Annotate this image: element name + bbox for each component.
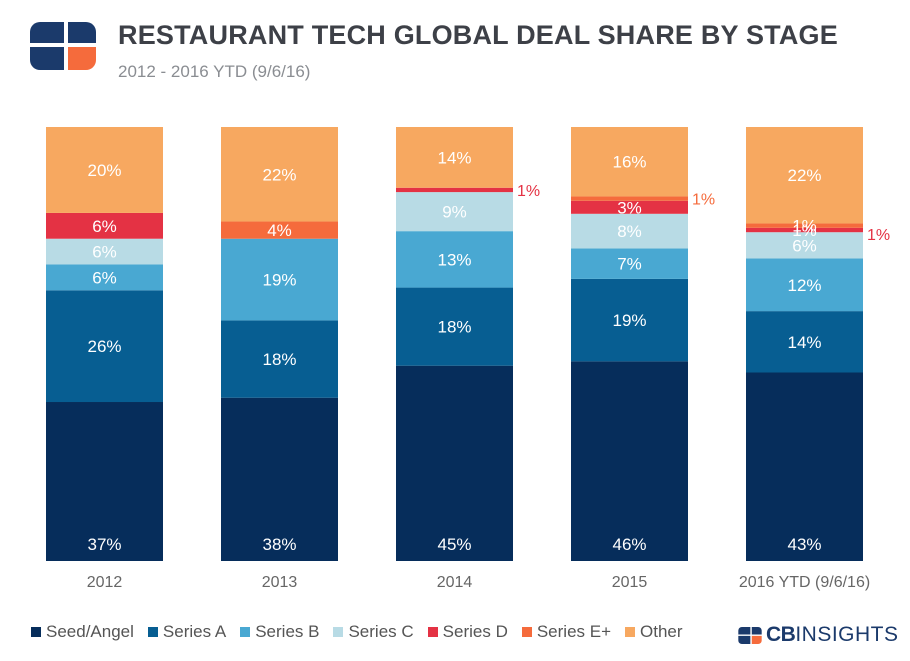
bar-series-c-2015 <box>571 213 688 249</box>
brand-text-bold: CB <box>766 623 796 646</box>
bar-series-d-2014 <box>396 187 513 193</box>
chart-legend: Seed/Angel Series A Series B Series C Series… <box>31 622 683 642</box>
legend-label: Series A <box>162 622 227 641</box>
legend-label: Series C <box>348 622 414 641</box>
x-tick-label: 2015 <box>612 574 648 591</box>
data-label-seed-angel: 37% <box>87 535 121 554</box>
bar-series-c-2014 <box>396 192 513 232</box>
page-subtitle: 2012 - 2016 YTD (9/6/16) <box>118 62 311 81</box>
bar-series-a-2014 <box>396 287 513 366</box>
bar-series-b-2012 <box>46 264 163 291</box>
x-tick-label: 2016 YTD (9/6/16) <box>739 574 870 591</box>
x-tick-label: 2012 <box>87 574 123 591</box>
legend-item-seed-angel: Seed/Angel <box>31 622 134 642</box>
data-label-series-d: 1% <box>517 183 540 200</box>
legend-item-series-c: Series C <box>333 622 414 642</box>
data-label-series-a: 18% <box>437 318 471 337</box>
legend-label: Other <box>640 622 683 641</box>
cb-insights-logo-icon <box>30 22 96 70</box>
data-label-series-d: 3% <box>617 198 642 217</box>
data-label-series-a: 26% <box>87 337 121 356</box>
data-label-other: 22% <box>787 166 821 185</box>
data-label-seed-angel: 38% <box>262 535 296 554</box>
data-label-series-a: 14% <box>787 333 821 352</box>
legend-label: Series E+ <box>536 622 612 641</box>
bar-series-a-2015 <box>571 278 688 362</box>
bar-series-a-2013 <box>221 320 338 398</box>
legend-swatch <box>147 627 158 637</box>
bar-series-b-2016-ytd-9-6-16 <box>746 258 863 312</box>
data-label-series-c: 8% <box>617 222 642 241</box>
data-label-series-b: 19% <box>262 271 296 290</box>
legend-label: Series D <box>442 622 508 641</box>
bar-seed-angel-2016-ytd-9-6-16 <box>746 372 863 561</box>
legend-swatch <box>521 627 532 637</box>
data-label-seed-angel: 43% <box>787 535 821 554</box>
legend-item-series-b: Series B <box>240 622 319 642</box>
data-label-other: 20% <box>87 161 121 180</box>
brand-text-rest: INSIGHTS <box>795 623 899 646</box>
data-label-series-e: 1% <box>792 217 817 236</box>
bar-series-a-2016-ytd-9-6-16 <box>746 311 863 373</box>
data-label-series-b: 6% <box>92 268 117 287</box>
bar-seed-angel-2014 <box>396 365 513 561</box>
bar-series-d-2015 <box>571 200 688 214</box>
legend-item-series-e: Series E+ <box>521 622 612 642</box>
bar-other-2015 <box>571 127 688 197</box>
bar-other-2016-ytd-9-6-16 <box>746 127 863 224</box>
stacked-bar-chart: 2012 2013 2014 2015 2016 YTD (9/6/16) 37% 26% 6… <box>46 127 890 591</box>
data-label-series-b: 13% <box>437 250 471 269</box>
data-label-extra: 1% <box>867 227 890 244</box>
bar-series-b-2013 <box>221 238 338 321</box>
bar-series-e-2015 <box>571 196 688 201</box>
data-label-seed-angel: 46% <box>612 535 646 554</box>
data-label-other: 14% <box>437 148 471 167</box>
bar-other-2014 <box>396 127 513 188</box>
data-label-series-d: 6% <box>92 217 117 236</box>
legend-item-other: Other <box>625 622 683 642</box>
bar-other-2013 <box>221 127 338 222</box>
legend-item-series-a: Series A <box>147 622 227 642</box>
bar-series-c-2016-ytd-9-6-16 <box>746 232 863 259</box>
brand-logo: CBINSIGHTS <box>738 623 899 647</box>
x-tick-label: 2014 <box>437 574 473 591</box>
bar-seed-angel-2013 <box>221 397 338 561</box>
bar-series-e-2016-ytd-9-6-16 <box>746 223 863 228</box>
bar-series-b-2014 <box>396 231 513 288</box>
legend-swatch <box>427 627 438 637</box>
data-label-series-e: 4% <box>267 221 292 240</box>
page-title: RESTAURANT TECH GLOBAL DEAL SHARE BY STA… <box>118 20 838 50</box>
data-label-series-b: 7% <box>617 255 642 274</box>
data-label-series-c: 6% <box>92 243 117 262</box>
data-label-series-a: 18% <box>262 350 296 369</box>
data-label-series-d: 1% <box>792 221 817 240</box>
bar-series-a-2012 <box>46 290 163 403</box>
data-label-series-b: 12% <box>787 276 821 295</box>
legend-label: Series B <box>255 622 320 641</box>
bar-other-2012 <box>46 127 163 213</box>
legend-swatch <box>333 627 344 637</box>
data-label-series-a: 19% <box>612 311 646 330</box>
legend-label: Seed/Angel <box>46 622 134 641</box>
data-label-series-c: 6% <box>792 236 817 255</box>
data-label-other: 16% <box>612 153 646 172</box>
legend-item-series-d: Series D <box>427 622 508 642</box>
bar-seed-angel-2015 <box>571 361 688 561</box>
data-label-other: 22% <box>262 165 296 184</box>
bar-seed-angel-2012 <box>46 402 163 561</box>
cb-insights-mark-icon <box>738 626 762 644</box>
bar-series-e-2013 <box>221 221 338 239</box>
bar-series-d-2016-ytd-9-6-16 <box>746 227 863 233</box>
legend-swatch <box>240 627 251 637</box>
legend-swatch <box>31 627 41 637</box>
legend-swatch <box>625 627 636 637</box>
data-label-series-e: 1% <box>692 192 715 209</box>
x-tick-label: 2013 <box>262 574 298 591</box>
bar-series-d-2012 <box>46 212 163 239</box>
data-label-series-c: 9% <box>442 203 467 222</box>
bar-series-c-2012 <box>46 238 163 265</box>
data-label-seed-angel: 45% <box>437 535 471 554</box>
bar-series-b-2015 <box>571 248 688 279</box>
